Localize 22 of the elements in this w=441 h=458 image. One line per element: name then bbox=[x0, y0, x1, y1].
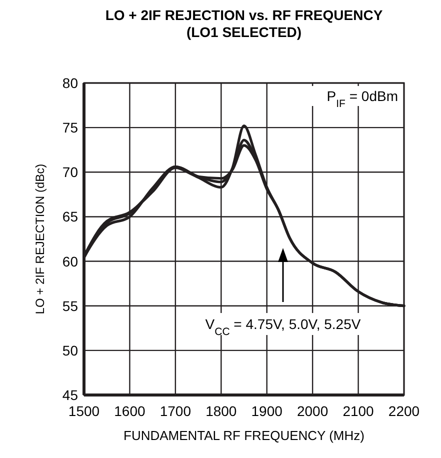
y-tick-label: 55 bbox=[62, 298, 78, 314]
y-tick-label: 60 bbox=[62, 253, 78, 270]
y-tick-label: 70 bbox=[62, 164, 78, 180]
y-tick-label: 65 bbox=[62, 208, 78, 225]
x-tick-label: 1900 bbox=[251, 403, 283, 419]
x-tick-label: 1800 bbox=[206, 403, 237, 419]
x-tick-label: 2100 bbox=[342, 403, 374, 419]
x-tick-label: 1700 bbox=[160, 403, 192, 419]
y-tick-label: 75 bbox=[62, 120, 78, 136]
y-axis-title: LO + 2IF REJECTION (dBc) bbox=[33, 164, 47, 314]
x-tick-label: 2000 bbox=[296, 403, 328, 419]
chart-subtitle: (LO1 SELECTED) bbox=[186, 24, 302, 40]
chart-title: LO + 2IF REJECTION vs. RF FREQUENCY bbox=[105, 7, 384, 23]
x-tick-label: 1500 bbox=[68, 403, 100, 419]
x-tick-label: 1600 bbox=[114, 403, 146, 419]
y-tick-label: 80 bbox=[62, 75, 78, 91]
annotation: P$_{IF}$ = 0dBm bbox=[326, 88, 398, 110]
x-tick-label: 2200 bbox=[388, 403, 420, 419]
annotation: V$_{CC}$ = 4.75V, 5.0V, 5.25V bbox=[205, 316, 362, 338]
y-tick-label: 45 bbox=[62, 387, 78, 403]
y-tick-label: 50 bbox=[62, 342, 78, 358]
x-axis-title: FUNDAMENTAL RF FREQUENCY (MHz) bbox=[124, 428, 364, 443]
